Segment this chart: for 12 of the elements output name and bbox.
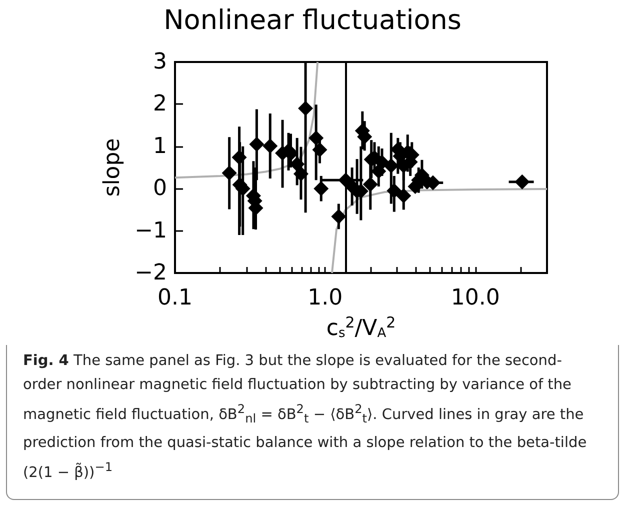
x-tick-label: 10.0 — [450, 286, 500, 310]
text: Fig. 4 The same panel as Fig. 3 but the slope is evaluated for the second-order nonlinear magnetic field fluctuation by subtracting by variance of the magnetic field fluctuation, δB$^{2}$$_{nl}$ = δB$^{2}$$_{t}$ − ⟨δB$^{2}$$_{t}$⟩. Curved lines in gray are the prediction from the quasi-static balance with a slope relation to the beta-tilde (2(1 − β̃))$^{−1}$ — [23, 353, 587, 481]
x-tick-label: 0.1 — [158, 286, 192, 310]
chart-title: Nonlinear fluctuations — [164, 5, 462, 36]
y-tick-label: 1 — [153, 134, 167, 159]
y-tick-label: 2 — [153, 92, 167, 117]
y-tick-label: −2 — [134, 260, 167, 286]
y-tick-label: 3 — [153, 50, 167, 74]
x-tick-label: 1.0 — [308, 286, 343, 310]
y-tick-label: −1 — [134, 218, 167, 244]
y-tick-label: 0 — [153, 176, 167, 202]
y-axis-title: slope — [100, 138, 126, 197]
